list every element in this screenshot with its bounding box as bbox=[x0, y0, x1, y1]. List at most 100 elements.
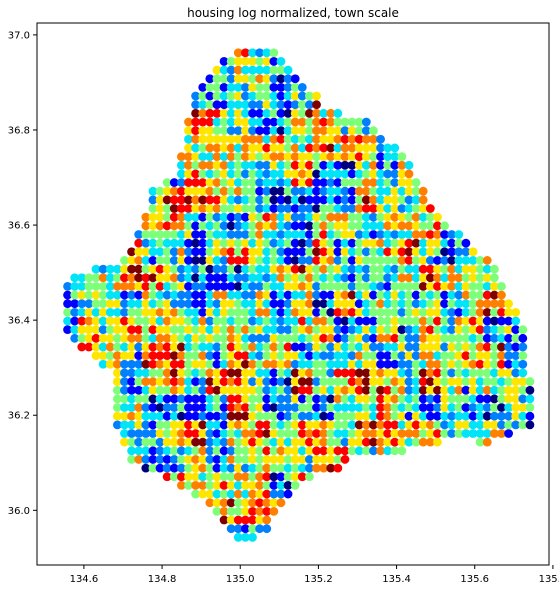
data-point bbox=[326, 117, 336, 127]
data-point bbox=[155, 333, 165, 343]
data-point bbox=[411, 359, 421, 369]
data-point bbox=[305, 143, 314, 153]
data-point bbox=[418, 281, 428, 291]
data-point bbox=[276, 472, 286, 482]
data-point bbox=[248, 463, 257, 473]
data-point bbox=[191, 411, 201, 421]
data-point bbox=[169, 204, 179, 213]
data-point bbox=[226, 221, 236, 231]
data-point bbox=[447, 429, 457, 438]
data-point bbox=[454, 273, 464, 283]
data-point bbox=[312, 299, 321, 309]
data-point bbox=[404, 281, 414, 291]
data-point bbox=[376, 247, 385, 257]
data-point bbox=[176, 204, 186, 213]
data-point bbox=[98, 299, 108, 309]
data-point bbox=[241, 359, 250, 369]
data-point bbox=[283, 290, 293, 300]
data-point bbox=[226, 472, 236, 482]
data-point bbox=[504, 411, 513, 421]
data-point bbox=[269, 463, 279, 473]
data-point bbox=[454, 403, 464, 412]
data-point bbox=[369, 342, 378, 352]
data-point bbox=[504, 368, 513, 378]
data-point bbox=[191, 204, 201, 213]
data-point bbox=[262, 377, 272, 386]
data-point bbox=[454, 238, 464, 248]
data-point bbox=[155, 446, 165, 456]
data-point bbox=[105, 264, 115, 274]
data-point bbox=[319, 169, 329, 179]
data-point bbox=[141, 273, 151, 283]
data-point bbox=[454, 290, 464, 300]
data-point bbox=[276, 134, 286, 144]
data-point bbox=[312, 368, 321, 378]
data-point bbox=[198, 403, 208, 412]
data-point bbox=[241, 160, 250, 170]
data-point bbox=[489, 316, 499, 326]
data-point bbox=[112, 264, 122, 274]
data-point bbox=[241, 169, 250, 179]
data-point bbox=[184, 117, 193, 127]
data-point bbox=[475, 429, 485, 438]
data-point bbox=[283, 342, 293, 352]
data-point bbox=[418, 307, 428, 317]
data-point bbox=[347, 143, 357, 153]
data-point bbox=[461, 377, 471, 386]
data-point bbox=[212, 91, 222, 101]
data-point bbox=[191, 108, 201, 118]
data-point bbox=[255, 307, 265, 317]
data-point bbox=[333, 420, 343, 430]
data-point bbox=[297, 463, 307, 473]
data-point bbox=[390, 212, 400, 222]
data-point bbox=[461, 368, 471, 378]
data-point bbox=[397, 273, 407, 283]
data-point bbox=[418, 290, 428, 300]
data-point bbox=[127, 351, 136, 361]
data-point bbox=[397, 212, 407, 222]
data-point bbox=[184, 403, 193, 412]
data-point bbox=[383, 307, 393, 317]
data-point bbox=[248, 152, 257, 162]
data-point bbox=[504, 377, 513, 386]
data-point bbox=[297, 264, 307, 274]
data-point bbox=[219, 472, 229, 482]
data-point bbox=[468, 281, 478, 291]
data-point bbox=[241, 307, 250, 317]
data-point bbox=[198, 273, 208, 283]
data-point bbox=[297, 169, 307, 179]
data-point bbox=[134, 403, 144, 412]
data-point bbox=[489, 359, 499, 369]
data-point bbox=[290, 403, 300, 412]
data-point bbox=[184, 195, 193, 205]
data-point bbox=[241, 368, 250, 378]
data-point bbox=[233, 325, 243, 335]
data-point bbox=[468, 247, 478, 257]
data-point bbox=[283, 455, 293, 464]
data-point bbox=[162, 178, 172, 187]
data-point bbox=[504, 316, 513, 326]
data-point bbox=[241, 325, 250, 335]
data-point bbox=[454, 256, 464, 265]
data-point bbox=[397, 429, 407, 438]
data-point bbox=[269, 186, 279, 196]
data-point bbox=[141, 351, 151, 361]
data-point bbox=[440, 394, 449, 404]
data-point bbox=[212, 273, 222, 283]
data-point bbox=[120, 325, 129, 335]
data-point bbox=[176, 212, 186, 222]
data-point bbox=[105, 299, 115, 309]
data-point bbox=[84, 281, 94, 291]
data-point bbox=[233, 117, 243, 127]
data-point bbox=[141, 368, 151, 378]
data-point bbox=[248, 316, 257, 326]
data-point bbox=[440, 299, 449, 309]
data-point bbox=[198, 204, 208, 213]
data-point bbox=[440, 247, 449, 257]
data-point bbox=[290, 351, 300, 361]
data-point bbox=[148, 299, 158, 309]
data-point bbox=[383, 178, 393, 187]
data-point bbox=[283, 204, 293, 213]
data-point bbox=[212, 230, 222, 239]
data-point bbox=[489, 403, 499, 412]
